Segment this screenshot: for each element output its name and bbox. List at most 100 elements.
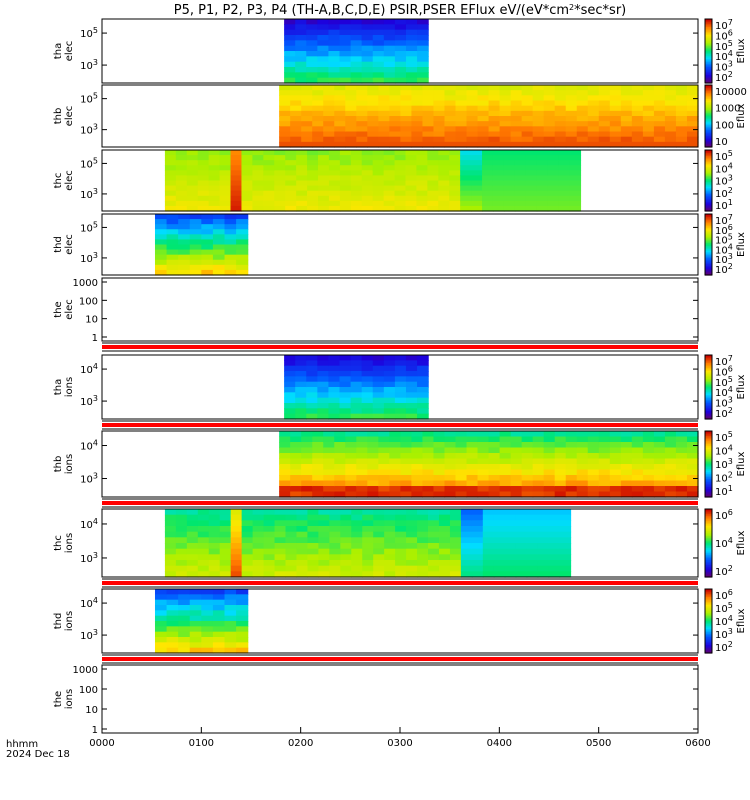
spectrogram-cell-thb-ions: [653, 480, 666, 487]
spectrogram-cell-thc-elec: [394, 170, 407, 177]
spectrogram-cell-thc-ions: [493, 520, 506, 527]
spectrogram-cell-thb-ions: [620, 447, 633, 454]
spectrogram-cell-thb-elec: [631, 141, 644, 148]
spectrogram-cell-thb-elec: [378, 110, 390, 117]
spectrogram-cell-thb-ions: [499, 486, 512, 493]
colorbar-cell: [705, 25, 712, 28]
spectrogram-cell-thd-elec: [236, 239, 249, 246]
spectrogram-cell-thb-ions: [488, 442, 501, 449]
spectrogram-cell-thb-ions: [367, 436, 379, 443]
spectrogram-cell-thc-elec: [285, 175, 297, 182]
spectrogram-cell-thc-elec: [471, 165, 483, 171]
spectrogram-cell-thc-ions: [559, 531, 572, 538]
spectrogram-cell-thb-elec: [554, 85, 567, 91]
spectrogram-cell-thb-elec: [510, 95, 523, 102]
spectrogram-cell-thd-ions: [178, 621, 191, 627]
spectrogram-cell-thb-elec: [367, 85, 379, 91]
spectrogram-cell-thc-elec: [241, 205, 253, 212]
spectrogram-cell-thc-ions: [362, 548, 374, 555]
spectrogram-cell-thc-elec: [503, 190, 516, 197]
spectrogram-cell-tha-ions: [383, 355, 396, 361]
spectrogram-cell-tha-ions: [405, 376, 418, 383]
spectrogram-cell-thc-ions: [438, 520, 451, 527]
spectrogram-cell-thb-elec: [532, 121, 545, 127]
spectrogram-cell-thb-elec: [433, 95, 446, 102]
spectrogram-cell-thb-ions: [675, 447, 688, 454]
spectrogram-cell-thc-ions: [482, 565, 495, 572]
x-tick-label-0400: 0400: [487, 738, 512, 749]
spectrogram-cell-thb-ions: [499, 464, 512, 471]
colorbar-cell: [705, 390, 712, 393]
spectrogram-cell-thb-elec: [455, 85, 468, 91]
spectrogram-cell-thc-ions: [307, 520, 319, 527]
spectrogram-cell-thc-elec: [252, 205, 264, 212]
spectrogram-cell-tha-ions: [350, 381, 363, 388]
spectrogram-cell-thb-ions: [312, 431, 324, 438]
spectrogram-cell-thc-elec: [449, 155, 461, 161]
spectrogram-cell-tha-ions: [339, 381, 352, 388]
spectrogram-cell-tha-ions: [383, 397, 396, 404]
panel-frame-tha-ions: [101, 354, 699, 420]
colorbar-cell: [705, 258, 712, 261]
spectrogram-cell-thc-elec: [175, 185, 188, 192]
spectrogram-cell-thb-ions: [653, 453, 666, 460]
spectrogram-cell-tha-elec: [328, 40, 341, 47]
spectrogram-cell-thc-elec: [307, 170, 319, 177]
spectrogram-cell-thb-ions: [356, 453, 368, 460]
spectrogram-cell-thb-elec: [279, 121, 291, 127]
spectrogram-cell-thb-ions: [675, 480, 688, 487]
colorbar-cell: [705, 46, 712, 49]
spectrogram-cell-tha-ions: [284, 387, 296, 393]
spectrogram-cell-thb-ions: [477, 431, 490, 438]
spectrogram-cell-thc-ions: [428, 514, 440, 521]
spectrogram-cell-thd-ions: [212, 637, 226, 643]
spectrogram-cell-tha-ions: [417, 371, 429, 377]
spectrogram-cell-thb-elec: [444, 95, 457, 102]
spectrogram-cell-thc-ions: [318, 560, 330, 567]
spectrogram-cell-thc-elec: [427, 155, 439, 161]
spectrogram-cell-thb-ions: [642, 453, 655, 460]
spectrogram-cell-thb-elec: [488, 126, 501, 133]
spectrogram-cell-thc-ions: [537, 537, 550, 544]
spectrogram-cell-thb-elec: [411, 121, 424, 127]
colorbar-cell: [705, 619, 712, 622]
spectrogram-cell-thb-elec: [631, 95, 644, 102]
spectrogram-cell-thc-elec: [471, 195, 483, 202]
spectrogram-cell-thc-ions: [493, 554, 506, 561]
spectrogram-cell-thc-ions: [307, 560, 319, 567]
spectrogram-cell-tha-ions: [317, 381, 330, 388]
colorbar-cell: [705, 204, 712, 208]
spectrogram-cell-tha-elec: [295, 19, 307, 25]
spectrogram-cell-thc-elec: [230, 185, 243, 192]
spectrogram-cell-thd-elec: [189, 259, 202, 266]
spectrogram-cell-thb-ions: [543, 486, 556, 493]
spectrogram-cell-thb-ions: [488, 453, 501, 460]
spectrogram-cell-tha-ions: [372, 371, 385, 377]
spectrogram-cell-thd-ions: [166, 647, 179, 654]
spectrogram-cell-thb-elec: [466, 95, 479, 102]
spectrogram-cell-thb-ions: [378, 453, 390, 460]
spectrogram-cell-thd-elec: [178, 224, 191, 230]
spectrogram-cell-thc-elec: [492, 200, 505, 207]
spectrogram-cell-thb-elec: [466, 136, 479, 143]
spectrogram-cell-thb-elec: [367, 95, 379, 102]
spectrogram-cell-thc-ions: [504, 554, 517, 561]
colorbar-cell: [705, 57, 712, 60]
spectrogram-cell-thc-ions: [548, 560, 561, 567]
spectrogram-cell-thb-ions: [422, 480, 435, 487]
spectrogram-cell-thd-elec: [189, 254, 202, 261]
spectrogram-cell-thb-elec: [455, 121, 468, 127]
spectrogram-cell-thc-ions: [504, 543, 517, 550]
spectrogram-cell-tha-elec: [405, 35, 418, 41]
spectrogram-cell-thc-ions: [515, 554, 528, 561]
colorbar-cell: [705, 35, 712, 38]
spectrogram-cell-thc-ions: [559, 526, 572, 533]
spectrogram-cell-thc-ions: [526, 531, 539, 538]
spectrogram-cell-tha-ions: [339, 392, 352, 399]
spectrogram-cell-thb-elec: [686, 85, 699, 91]
spectrogram-cell-tha-elec: [339, 67, 352, 73]
spectrogram-cell-thb-ions: [389, 453, 401, 460]
spectrogram-cell-thd-elec: [212, 219, 226, 225]
spectrogram-cell-thc-elec: [405, 205, 418, 212]
spectrogram-cell-thc-ions: [208, 548, 221, 555]
